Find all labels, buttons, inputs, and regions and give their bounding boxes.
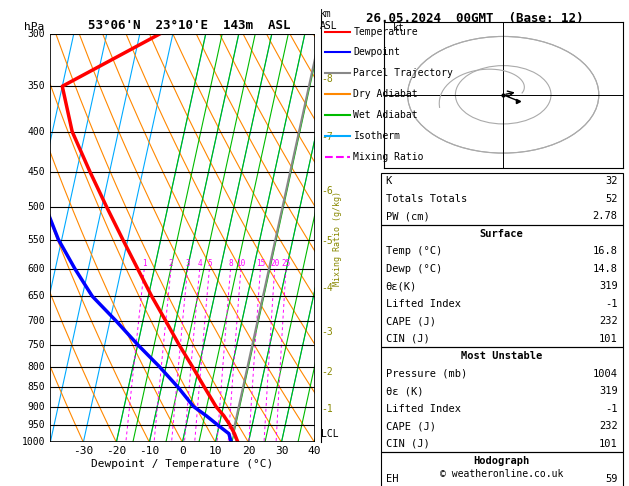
Text: 20: 20 xyxy=(242,446,255,456)
Text: 1004: 1004 xyxy=(593,369,618,379)
Text: -3: -3 xyxy=(321,327,333,337)
Text: -4: -4 xyxy=(321,283,333,293)
Text: 1000: 1000 xyxy=(22,437,45,447)
Text: Lifted Index: Lifted Index xyxy=(386,299,460,309)
Text: 750: 750 xyxy=(28,340,45,350)
Text: Totals Totals: Totals Totals xyxy=(386,194,467,204)
Text: Dewp (°C): Dewp (°C) xyxy=(386,264,442,274)
Text: CAPE (J): CAPE (J) xyxy=(386,316,435,326)
Text: 319: 319 xyxy=(599,386,618,396)
Text: -20: -20 xyxy=(106,446,126,456)
Text: Isotherm: Isotherm xyxy=(353,131,401,141)
Text: 10: 10 xyxy=(237,259,245,268)
Text: PW (cm): PW (cm) xyxy=(386,211,430,221)
Text: Parcel Trajectory: Parcel Trajectory xyxy=(353,69,454,78)
Text: 16.8: 16.8 xyxy=(593,246,618,256)
Text: Temp (°C): Temp (°C) xyxy=(386,246,442,256)
Text: 900: 900 xyxy=(28,401,45,412)
Text: 450: 450 xyxy=(28,167,45,176)
Text: Pressure (mb): Pressure (mb) xyxy=(386,369,467,379)
Text: Mixing Ratio (g/kg): Mixing Ratio (g/kg) xyxy=(333,191,342,286)
Text: 4: 4 xyxy=(198,259,202,268)
Text: hPa: hPa xyxy=(24,22,44,33)
Text: -10: -10 xyxy=(139,446,160,456)
Text: 20: 20 xyxy=(270,259,279,268)
Text: 8: 8 xyxy=(228,259,233,268)
Text: 650: 650 xyxy=(28,291,45,301)
Text: 59: 59 xyxy=(605,474,618,484)
Text: Wet Adiabat: Wet Adiabat xyxy=(353,110,418,120)
Text: 800: 800 xyxy=(28,362,45,372)
Text: Dry Adiabat: Dry Adiabat xyxy=(353,89,418,99)
Text: Dewpoint / Temperature (°C): Dewpoint / Temperature (°C) xyxy=(91,459,274,469)
Text: 0: 0 xyxy=(179,446,186,456)
Text: 700: 700 xyxy=(28,316,45,326)
Text: 319: 319 xyxy=(599,281,618,291)
Text: kt: kt xyxy=(393,23,405,33)
Text: 1: 1 xyxy=(142,259,147,268)
Text: Most Unstable: Most Unstable xyxy=(461,351,542,361)
Text: EH: EH xyxy=(386,474,398,484)
Text: 40: 40 xyxy=(308,446,321,456)
Text: 850: 850 xyxy=(28,382,45,392)
Text: LCL: LCL xyxy=(321,429,339,439)
Text: 550: 550 xyxy=(28,235,45,244)
Text: 53°06'N  23°10'E  143m  ASL: 53°06'N 23°10'E 143m ASL xyxy=(88,19,290,33)
Text: 101: 101 xyxy=(599,334,618,344)
Text: Lifted Index: Lifted Index xyxy=(386,404,460,414)
Text: -1: -1 xyxy=(605,404,618,414)
Text: Hodograph: Hodograph xyxy=(474,456,530,466)
Text: 10: 10 xyxy=(209,446,222,456)
Text: 30: 30 xyxy=(275,446,288,456)
Text: CAPE (J): CAPE (J) xyxy=(386,421,435,431)
Text: -1: -1 xyxy=(321,404,333,414)
Text: K: K xyxy=(386,176,392,186)
Text: 400: 400 xyxy=(28,126,45,137)
Text: 232: 232 xyxy=(599,316,618,326)
Text: 25: 25 xyxy=(281,259,291,268)
Text: θε(K): θε(K) xyxy=(386,281,417,291)
Text: km
ASL: km ASL xyxy=(320,9,337,31)
Text: -6: -6 xyxy=(321,186,333,196)
Text: -2: -2 xyxy=(321,367,333,378)
Text: 3: 3 xyxy=(185,259,190,268)
Text: 101: 101 xyxy=(599,439,618,449)
Text: 232: 232 xyxy=(599,421,618,431)
Text: 26.05.2024  00GMT  (Base: 12): 26.05.2024 00GMT (Base: 12) xyxy=(366,12,584,25)
Text: CIN (J): CIN (J) xyxy=(386,439,430,449)
Text: θε (K): θε (K) xyxy=(386,386,423,396)
Text: © weatheronline.co.uk: © weatheronline.co.uk xyxy=(440,469,564,479)
Text: -5: -5 xyxy=(321,236,333,246)
Text: Dewpoint: Dewpoint xyxy=(353,48,401,57)
Text: 32: 32 xyxy=(605,176,618,186)
Text: -8: -8 xyxy=(321,74,333,85)
Text: 950: 950 xyxy=(28,420,45,430)
Text: -1: -1 xyxy=(605,299,618,309)
Text: 52: 52 xyxy=(605,194,618,204)
Text: 15: 15 xyxy=(256,259,265,268)
Text: Temperature: Temperature xyxy=(353,27,418,36)
Text: 14.8: 14.8 xyxy=(593,264,618,274)
Text: CIN (J): CIN (J) xyxy=(386,334,430,344)
Text: -7: -7 xyxy=(321,133,333,142)
Text: Surface: Surface xyxy=(480,229,523,239)
Text: 2: 2 xyxy=(169,259,173,268)
Text: 350: 350 xyxy=(28,81,45,91)
Text: 5: 5 xyxy=(207,259,212,268)
Text: Mixing Ratio: Mixing Ratio xyxy=(353,152,424,162)
Text: 600: 600 xyxy=(28,264,45,274)
Text: -30: -30 xyxy=(73,446,94,456)
Text: 2.78: 2.78 xyxy=(593,211,618,221)
Text: 300: 300 xyxy=(28,29,45,39)
Text: 500: 500 xyxy=(28,202,45,212)
